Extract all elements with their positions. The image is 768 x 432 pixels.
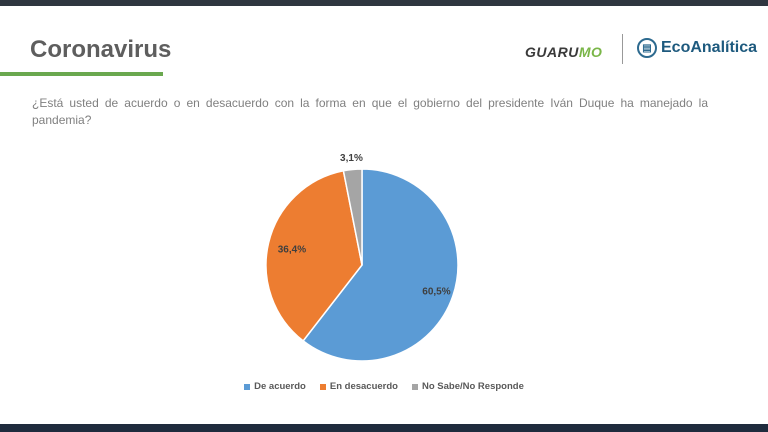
- ecoanalitica-logo: ▤ EcoAnalítica: [637, 38, 757, 58]
- guarumo-logo-text-b: MO: [578, 44, 603, 60]
- legend-swatch: [319, 383, 326, 390]
- legend-label: De acuerdo: [254, 381, 306, 392]
- data-label: 60,5%: [422, 286, 450, 297]
- legend-label: En desacuerdo: [329, 381, 398, 392]
- legend-item: De acuerdo: [244, 381, 306, 392]
- legend-label: No Sabe/No Responde: [421, 381, 524, 392]
- legend-item: En desacuerdo: [319, 381, 398, 392]
- top-bar: [0, 0, 768, 6]
- title-underline: [0, 72, 163, 76]
- survey-question: ¿Está usted de acuerdo o en desacuerdo c…: [32, 96, 708, 127]
- data-label: 3,1%: [340, 153, 363, 164]
- legend-swatch: [244, 383, 251, 390]
- ecoanalitica-logo-text: EcoAnalítica: [661, 39, 758, 56]
- pie-labels: 60,5% 36,4% 3,1%: [278, 153, 451, 297]
- legend-swatch: [411, 383, 418, 390]
- pie-slice-en-desacuerdo: [265, 169, 363, 342]
- guarumo-logo: GUARUMO: [525, 44, 602, 60]
- pie-slices: [265, 168, 459, 362]
- logo-divider: [622, 34, 623, 64]
- ecoanalitica-icon: ▤: [637, 38, 657, 58]
- bottom-bar: [0, 424, 768, 432]
- chart-legend: De acuerdo En desacuerdo No Sabe/No Respon…: [0, 381, 768, 392]
- data-label: 36,4%: [278, 244, 306, 255]
- page-title: Coronavirus: [30, 36, 172, 63]
- legend-item: No Sabe/No Responde: [411, 381, 524, 392]
- pie-slice-no-sabe-no-responde: [342, 168, 363, 266]
- guarumo-logo-text-a: GUARU: [525, 44, 579, 60]
- pie-slice-de-acuerdo: [302, 168, 459, 362]
